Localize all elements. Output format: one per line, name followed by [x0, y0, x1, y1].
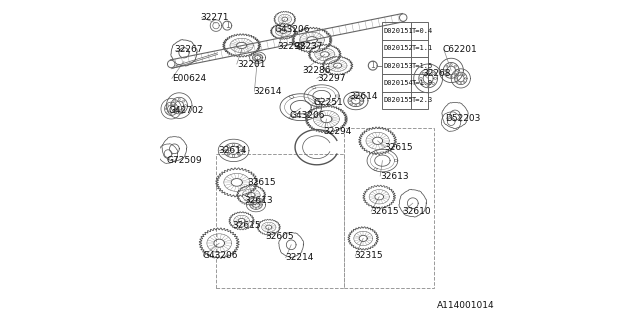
Text: 32615: 32615	[232, 221, 260, 230]
Circle shape	[168, 60, 175, 68]
Text: T=1.1: T=1.1	[412, 45, 433, 51]
Text: 32610: 32610	[403, 207, 431, 216]
Bar	[383, 74, 428, 92]
Text: D020155: D020155	[383, 97, 413, 103]
Text: C62201: C62201	[443, 45, 477, 54]
Text: G72509: G72509	[166, 156, 202, 164]
Text: 1: 1	[225, 21, 230, 30]
Text: D52203: D52203	[445, 114, 481, 123]
Polygon shape	[335, 95, 339, 97]
Polygon shape	[289, 95, 294, 99]
Polygon shape	[317, 106, 321, 108]
Text: D020154: D020154	[383, 80, 413, 86]
Bar	[383, 57, 428, 74]
Polygon shape	[373, 168, 378, 171]
Text: 32613: 32613	[244, 196, 273, 204]
Polygon shape	[311, 86, 316, 89]
Text: T=2.3: T=2.3	[412, 97, 433, 103]
Polygon shape	[373, 150, 378, 154]
Text: 32237: 32237	[294, 42, 323, 51]
Text: 32615: 32615	[370, 207, 399, 216]
Bar	[383, 40, 428, 57]
Text: 32286: 32286	[302, 66, 331, 75]
Text: G43206: G43206	[275, 25, 310, 34]
Text: 32614: 32614	[253, 87, 282, 96]
Text: G42702: G42702	[169, 106, 204, 115]
Text: G43206: G43206	[290, 111, 325, 120]
Text: A114001014: A114001014	[437, 301, 495, 310]
Polygon shape	[311, 103, 316, 106]
Text: 32201: 32201	[237, 60, 266, 68]
Text: T=1.9: T=1.9	[412, 80, 433, 86]
Text: 1: 1	[371, 61, 375, 70]
Text: D020151: D020151	[383, 28, 413, 34]
Bar	[344, 128, 434, 288]
Text: 32294: 32294	[323, 127, 351, 136]
Bar	[383, 92, 428, 109]
Text: 32613: 32613	[380, 172, 408, 180]
Text: T=1.5: T=1.5	[412, 63, 433, 68]
Polygon shape	[394, 160, 397, 162]
Text: 32271: 32271	[200, 13, 228, 22]
Text: 32615: 32615	[384, 143, 413, 152]
Text: D020153: D020153	[383, 63, 413, 68]
Text: 32298: 32298	[278, 42, 307, 51]
Text: 32297: 32297	[317, 74, 346, 83]
Bar	[383, 22, 428, 40]
Text: G43206: G43206	[202, 252, 238, 260]
Text: D020152: D020152	[383, 45, 413, 51]
Text: G2251: G2251	[314, 98, 343, 107]
Text: 32214: 32214	[285, 253, 313, 262]
Text: 32605: 32605	[266, 232, 294, 241]
Bar	[216, 154, 344, 288]
Circle shape	[399, 14, 407, 21]
Text: 32614: 32614	[349, 92, 378, 100]
Text: 32268: 32268	[422, 69, 451, 78]
Text: 32267: 32267	[175, 45, 204, 54]
Text: 32614: 32614	[219, 146, 247, 155]
Text: 32315: 32315	[355, 252, 383, 260]
Text: 32615: 32615	[248, 178, 276, 187]
Text: T=0.4: T=0.4	[412, 28, 433, 34]
Text: E00624: E00624	[172, 74, 206, 83]
Polygon shape	[289, 116, 294, 119]
